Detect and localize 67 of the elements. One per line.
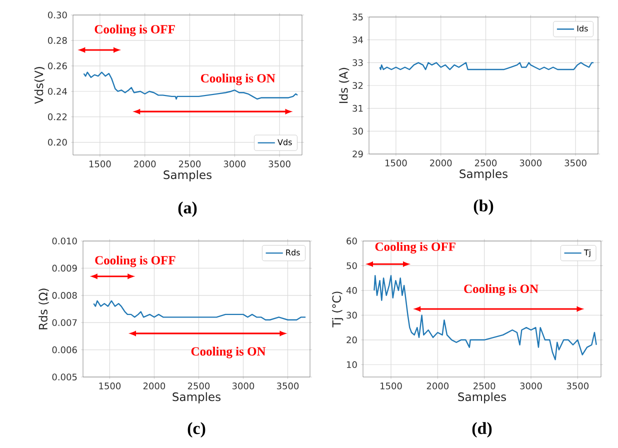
x-tick-label: 2500 (178, 160, 201, 168)
y-tick-label: 30 (352, 128, 363, 135)
legend-label: Vds (278, 139, 292, 146)
x-tick-label: 2500 (474, 382, 496, 390)
legend-label: Tj (584, 249, 590, 258)
y-tick-label: 20 (346, 336, 357, 344)
y-tick-label: 33 (352, 59, 363, 66)
y-tick-label: 35 (352, 14, 363, 20)
x-tick-label: 1500 (89, 160, 111, 168)
y-tick-label: 0.26 (48, 62, 67, 70)
x-tick-label: 2500 (188, 382, 210, 390)
y-tick-label: 0.008 (52, 292, 77, 299)
text: (a) (178, 202, 197, 217)
text: (b) (474, 199, 494, 215)
x-tick-label: 3000 (520, 382, 542, 390)
annotation: Cooling is OFF (375, 242, 456, 254)
x-tick-label: 3500 (566, 382, 589, 390)
x-tick-label: 2000 (426, 382, 449, 390)
y-tick-label: 0.24 (48, 88, 67, 95)
x-tick-label: 3000 (224, 160, 246, 168)
legend-label: Rds (286, 249, 300, 256)
y-tick-label: 0.22 (48, 113, 67, 120)
text: (d) (472, 422, 492, 438)
y-tick-label: 0.30 (48, 12, 67, 18)
y-tick-label: 0.007 (52, 319, 77, 326)
y-tick-label: 31 (352, 104, 363, 112)
y-axis-title: Rds (Ω) (38, 288, 49, 330)
x-tick-label: 3500 (564, 160, 586, 166)
x-tick-label: 2000 (134, 160, 156, 168)
y-tick-label: 0.006 (52, 346, 77, 354)
y-tick-label: 0.005 (52, 374, 77, 380)
x-tick-label: 2500 (474, 160, 497, 166)
y-tick-label: 30 (346, 312, 357, 319)
y-axis-title: Tj (°C) (332, 292, 344, 328)
y-axis-title: Ids (A) (338, 68, 350, 103)
y-tick-label: 34 (352, 36, 363, 44)
y-tick-label: 0.28 (48, 37, 67, 44)
y-tick-label: 32 (352, 82, 363, 89)
x-tick-label: 2000 (430, 160, 452, 166)
y-tick-label: 0.010 (52, 238, 77, 244)
x-tick-label: 3500 (276, 382, 299, 390)
x-tick-label: 1500 (385, 160, 407, 166)
y-tick-label: 0.009 (52, 264, 77, 272)
annotation: Cooling is ON (191, 346, 266, 358)
x-tick-label: 3000 (232, 382, 254, 390)
x-axis-title: Samples (164, 170, 212, 182)
annotation: Cooling is ON (200, 74, 276, 86)
annotation: Cooling is OFF (95, 256, 176, 268)
y-tick-label: 40 (346, 287, 357, 294)
annotation: Cooling is OFF (94, 24, 175, 36)
y-tick-label: 0.20 (48, 138, 67, 146)
text: (c) (188, 422, 206, 438)
y-axis-title: Vds(V) (34, 66, 45, 104)
y-tick-label: 50 (346, 262, 357, 270)
x-tick-label: 1500 (99, 382, 121, 390)
x-axis-title: Samples (460, 169, 508, 180)
x-tick-label: 2000 (143, 382, 166, 390)
y-tick-label: 29 (352, 150, 363, 158)
x-tick-label: 3000 (520, 160, 542, 166)
y-tick-label: 10 (347, 361, 357, 368)
annotation: Cooling is ON (464, 284, 538, 296)
y-tick-label: 60 (346, 238, 357, 244)
legend-label: Ids (577, 25, 588, 32)
x-tick-label: 1500 (380, 382, 402, 390)
x-axis-title: Samples (458, 392, 506, 404)
x-axis-title: Samples (172, 392, 220, 404)
x-tick-label: 3500 (268, 160, 290, 168)
